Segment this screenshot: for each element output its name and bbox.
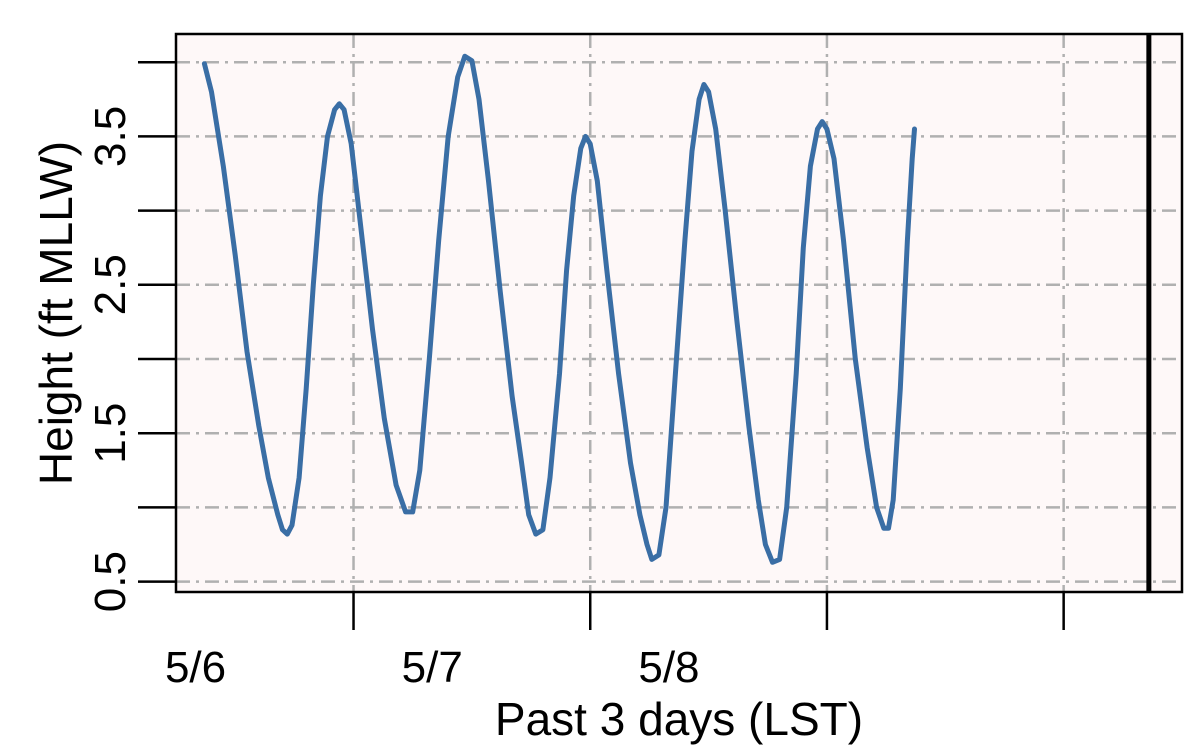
x-tick-label: 5/7 <box>402 643 463 692</box>
x-tick-label: 5/8 <box>638 643 699 692</box>
y-axis: 0.5 1.5 2.5 3.5 <box>86 60 176 612</box>
y-tick-label: 0.5 <box>86 551 135 612</box>
series-layer <box>201 53 917 565</box>
plot-frame <box>174 32 1184 594</box>
y-tick-label: 1.5 <box>86 403 135 464</box>
x-axis-title: Past 3 days (LST) <box>495 693 863 745</box>
tide-series-line <box>201 53 917 565</box>
x-tick-label: 5/6 <box>165 643 226 692</box>
y-tick-label: 2.5 <box>86 254 135 315</box>
y-tick-label: 3.5 <box>86 106 135 167</box>
y-axis-title: Height (ft MLLW) <box>30 141 82 485</box>
x-axis: 5/6 5/7 5/8 <box>165 592 1065 692</box>
